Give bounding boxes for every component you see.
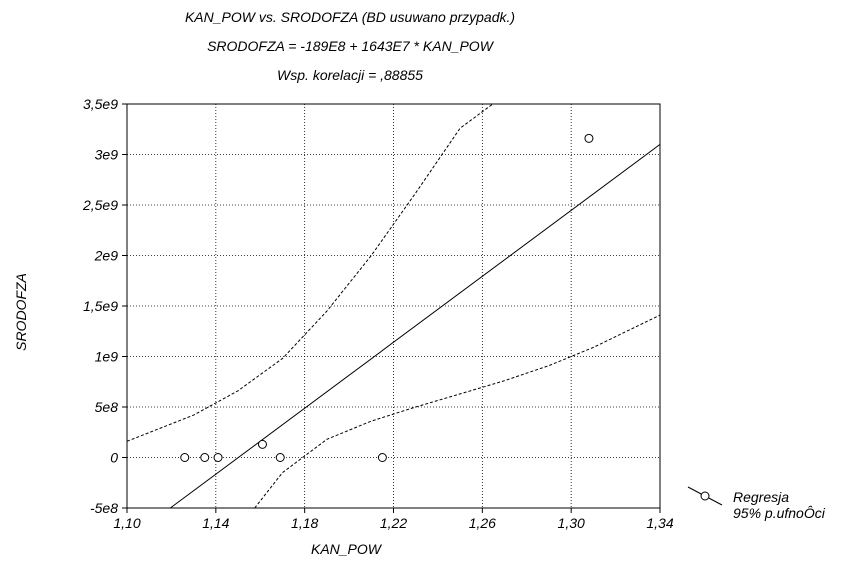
data-point bbox=[180, 453, 190, 462]
regression-line-group bbox=[170, 143, 661, 509]
chart-title-line-1: KAN_POW vs. SRODOFZA (BD usuwano przypad… bbox=[185, 9, 515, 25]
regression-line bbox=[170, 143, 661, 509]
data-point bbox=[213, 453, 223, 462]
x-tick-label: 1,10 bbox=[113, 515, 140, 531]
data-point bbox=[200, 453, 210, 462]
y-axis-label: SRODOFZA bbox=[13, 273, 29, 351]
y-tick-label: -5e8 bbox=[90, 500, 118, 516]
data-points bbox=[180, 133, 594, 462]
confidence-band bbox=[126, 103, 661, 509]
y-axis-ticks: -5e8 0 5e8 1e9 1,5e9 2e9 2,5e9 3e9 3,5e9 bbox=[82, 96, 127, 516]
x-tick-label: 1,18 bbox=[291, 515, 318, 531]
y-tick-label: 2,5e9 bbox=[82, 197, 118, 213]
y-tick-label: 3,5e9 bbox=[83, 96, 118, 112]
confidence-band-lower bbox=[254, 314, 661, 509]
y-tick-label: 3e9 bbox=[95, 147, 119, 163]
data-point bbox=[275, 453, 285, 462]
legend-label-regression: Regresja bbox=[733, 489, 789, 505]
x-axis-ticks: 1,10 1,14 1,18 1,22 1,26 1,30 1,34 bbox=[113, 508, 674, 531]
x-tick-label: 1,26 bbox=[469, 515, 496, 531]
y-tick-label: 2e9 bbox=[94, 248, 119, 264]
x-tick-label: 1,30 bbox=[558, 515, 585, 531]
x-axis-label: KAN_POW bbox=[311, 541, 383, 557]
y-tick-label: 1,5e9 bbox=[83, 298, 118, 314]
y-tick-label: 5e8 bbox=[95, 399, 119, 415]
data-point bbox=[584, 133, 594, 143]
chart-title-line-2: SRODOFZA = -189E8 + 1643E7 * KAN_POW bbox=[207, 38, 495, 54]
legend: Regresja 95% p.ufnoÔci bbox=[687, 486, 826, 521]
grid bbox=[127, 104, 660, 508]
confidence-band-upper bbox=[126, 103, 494, 442]
x-tick-label: 1,22 bbox=[380, 515, 407, 531]
x-tick-label: 1,34 bbox=[646, 515, 673, 531]
data-point bbox=[377, 453, 387, 462]
y-tick-label: 0 bbox=[110, 450, 118, 466]
data-point bbox=[257, 439, 267, 449]
x-tick-label: 1,14 bbox=[202, 515, 229, 531]
legend-point-marker bbox=[700, 491, 710, 501]
y-tick-label: 1e9 bbox=[95, 349, 119, 365]
chart-title-line-3: Wsp. korelacji = ,88855 bbox=[277, 67, 423, 83]
legend-label-confidence: 95% p.ufnoÔci bbox=[733, 505, 826, 521]
